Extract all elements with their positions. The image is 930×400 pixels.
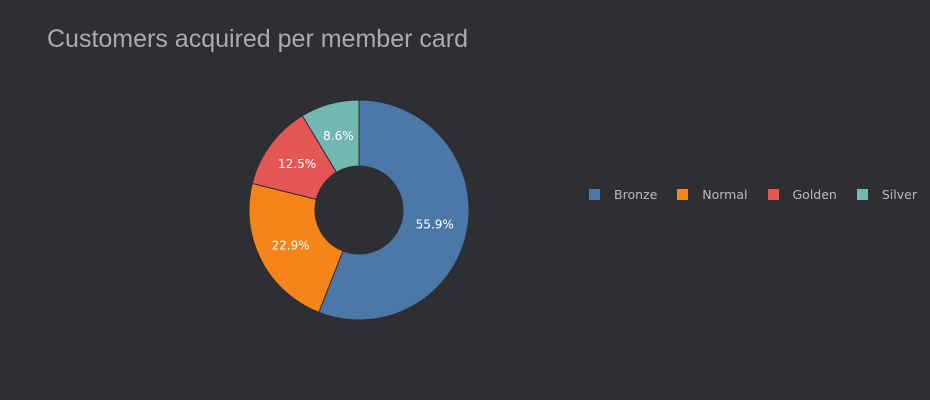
chart-title: Customers acquired per member card [47, 25, 468, 53]
legend-label-bronze: Bronze [614, 187, 658, 202]
legend-swatch-normal [677, 189, 689, 200]
legend-item-bronze[interactable]: Bronze [589, 187, 657, 202]
slice-label-normal: 22.9% [272, 238, 310, 252]
legend-label-silver: Silver [881, 187, 917, 202]
slice-label-golden: 12.5% [278, 157, 316, 171]
slice-normal[interactable] [248, 182, 344, 314]
slice-label-silver: 8.6% [323, 129, 354, 143]
legend: Bronze Normal Golden Silver [589, 187, 917, 202]
legend-label-golden: Golden [792, 187, 837, 202]
legend-swatch-bronze [589, 189, 600, 200]
legend-item-normal[interactable]: Normal [677, 187, 748, 202]
legend-swatch-golden [767, 189, 779, 200]
legend-swatch-silver [856, 189, 868, 200]
slice-silver[interactable] [301, 99, 360, 173]
legend-item-golden[interactable]: Golden [767, 187, 837, 202]
legend-item-silver[interactable]: Silver [856, 187, 917, 202]
slice-label-bronze: 55.9% [416, 217, 454, 231]
legend-label-normal: Normal [702, 187, 748, 202]
slice-bronze[interactable] [318, 99, 470, 321]
